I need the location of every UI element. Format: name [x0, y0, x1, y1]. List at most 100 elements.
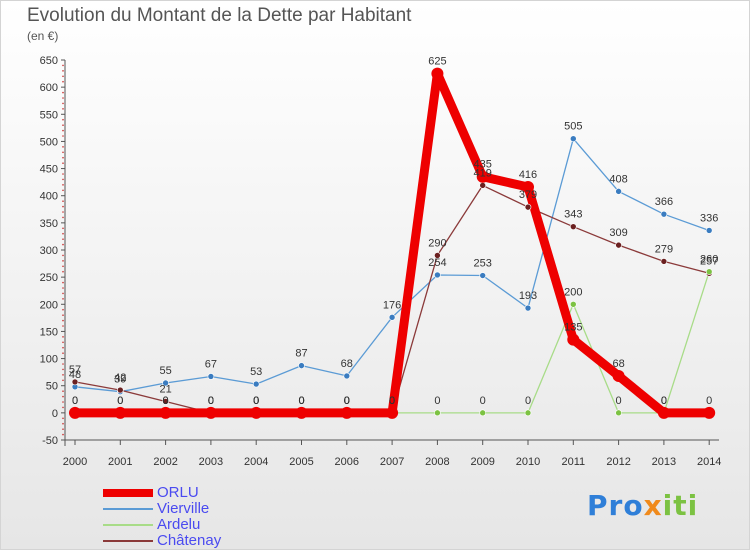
data-point-orlu — [159, 406, 172, 419]
y-minor-tick — [62, 401, 64, 403]
y-tick-label: 350 — [40, 218, 58, 230]
legend-swatch — [103, 524, 153, 526]
y-minor-tick — [62, 374, 64, 376]
data-label-vierville: 505 — [564, 121, 582, 133]
data-label-ardelu: 0 — [117, 395, 123, 407]
data-point-orlu — [250, 406, 263, 419]
y-minor-tick — [62, 80, 64, 83]
data-point-orlu — [386, 406, 399, 419]
y-minor-tick — [62, 368, 64, 371]
y-minor-tick — [62, 75, 64, 78]
data-label-châtenay: 379 — [519, 189, 537, 201]
y-minor-tick — [62, 227, 64, 230]
data-point-ardelu — [524, 409, 532, 417]
data-label-vierville: 67 — [205, 358, 217, 370]
chart-unit: (en €) — [27, 29, 59, 43]
legend-label: Châtenay — [157, 532, 222, 549]
x-tick-label: 2008 — [425, 456, 449, 468]
y-minor-tick — [62, 417, 64, 420]
data-point-châtenay — [569, 223, 577, 230]
data-label-châtenay: 0 — [298, 395, 304, 407]
data-label-vierville: 193 — [519, 290, 537, 302]
data-point-orlu — [612, 369, 625, 382]
data-label-vierville: 176 — [383, 299, 401, 311]
data-point-orlu — [657, 406, 670, 419]
data-label-châtenay: 309 — [609, 227, 627, 239]
data-label-ardelu: 0 — [298, 395, 304, 407]
legend-swatch — [103, 508, 153, 510]
legend-item-ardelu: Ardelu — [103, 517, 303, 533]
data-label-ardelu: 0 — [616, 395, 622, 407]
legend-swatch — [103, 489, 153, 497]
data-point-châtenay — [71, 378, 79, 386]
data-label-châtenay: 0 — [208, 395, 214, 407]
data-label-orlu: 0 — [344, 395, 350, 407]
y-minor-tick — [62, 146, 64, 148]
y-minor-tick — [62, 178, 64, 181]
data-point-ardelu — [569, 300, 577, 308]
legend-item-châtenay: Châtenay — [103, 533, 303, 549]
legend-item-orlu: ORLU — [103, 485, 303, 501]
data-point-orlu — [204, 406, 217, 419]
data-label-châtenay: 0 — [344, 395, 350, 407]
legend-swatch — [103, 540, 153, 542]
y-minor-tick — [62, 265, 64, 268]
y-minor-tick — [62, 70, 64, 72]
y-minor-tick — [62, 156, 64, 159]
x-tick-label: 2004 — [244, 456, 268, 468]
chart-title: Evolution du Montant de la Dette par Hab… — [27, 5, 412, 26]
data-label-vierville: 408 — [609, 173, 627, 185]
data-label-vierville: 39 — [114, 374, 126, 386]
data-point-orlu — [295, 406, 308, 419]
data-label-châtenay: 21 — [159, 383, 171, 395]
y-minor-tick — [62, 118, 64, 121]
data-label-vierville: 53 — [250, 366, 262, 378]
x-tick-label: 2007 — [380, 456, 404, 468]
y-minor-tick — [62, 124, 64, 126]
y-minor-tick — [62, 64, 64, 67]
data-point-vierville — [524, 304, 532, 312]
y-minor-tick — [62, 216, 64, 219]
proxiti-logo: Proxiti — [587, 489, 698, 522]
data-point-châtenay — [117, 386, 124, 394]
data-label-vierville: 68 — [341, 358, 353, 370]
y-minor-tick — [62, 151, 64, 154]
data-label-vierville: 336 — [700, 212, 718, 224]
data-point-vierville — [660, 210, 668, 218]
y-tick-label: 500 — [40, 136, 58, 148]
data-label-châtenay: 290 — [428, 237, 446, 249]
data-point-châtenay — [524, 203, 532, 211]
y-minor-tick — [62, 390, 64, 392]
data-label-orlu: 0 — [253, 395, 259, 407]
data-point-orlu — [340, 406, 353, 419]
y-minor-tick — [62, 314, 64, 316]
data-point-orlu — [567, 333, 580, 346]
data-point-vierville — [298, 362, 305, 369]
data-point-orlu — [431, 67, 444, 80]
data-label-ardelu: 0 — [163, 395, 169, 407]
data-label-orlu: 68 — [612, 358, 624, 370]
data-point-orlu — [476, 170, 489, 183]
data-point-châtenay — [162, 398, 169, 405]
data-label-ardelu: 0 — [72, 395, 78, 407]
y-minor-tick — [62, 363, 64, 365]
data-label-ardelu: 200 — [564, 286, 582, 298]
y-minor-tick — [62, 129, 64, 132]
y-minor-tick — [62, 341, 64, 344]
data-point-vierville — [434, 271, 441, 279]
x-tick-label: 2009 — [470, 456, 494, 468]
data-point-ardelu — [705, 268, 713, 276]
x-tick-label: 2001 — [108, 456, 132, 468]
legend-label: Ardelu — [157, 516, 201, 533]
logo-part-1: Pro — [587, 489, 644, 522]
y-minor-tick — [62, 336, 64, 338]
y-minor-tick — [62, 379, 64, 382]
data-point-vierville — [252, 380, 260, 388]
data-label-orlu: 0 — [706, 395, 712, 407]
y-minor-tick — [62, 298, 64, 300]
y-tick-label: 200 — [40, 299, 58, 311]
y-minor-tick — [62, 281, 64, 284]
y-minor-tick — [62, 102, 64, 105]
data-label-orlu: 0 — [163, 395, 169, 407]
